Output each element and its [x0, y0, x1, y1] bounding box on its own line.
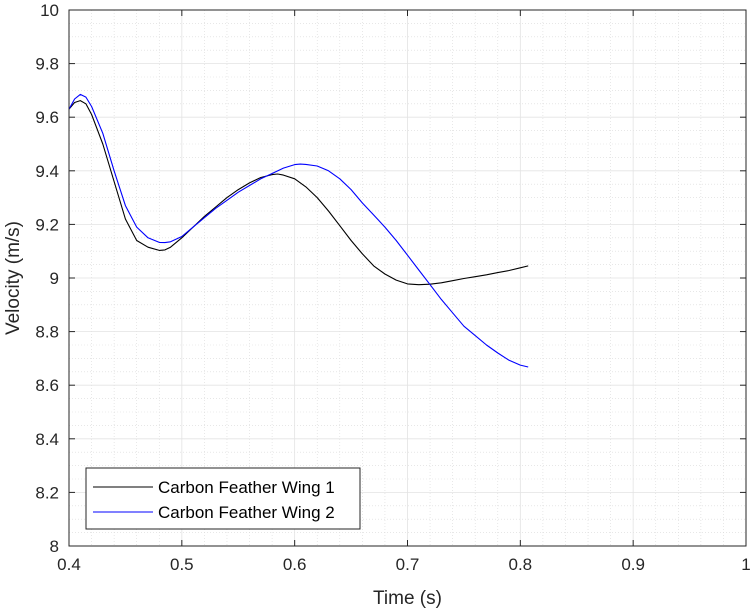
legend-label-wing-1: Carbon Feather Wing 1: [158, 478, 335, 497]
x-tick-label: 0.8: [509, 555, 533, 574]
legend-box: [85, 467, 361, 530]
x-tick-label: 1: [741, 555, 750, 574]
legend-label-wing-2: Carbon Feather Wing 2: [158, 503, 335, 522]
y-tick-label: 9.4: [35, 162, 59, 181]
y-tick-label: 8.8: [35, 323, 59, 342]
x-tick-label: 0.6: [283, 555, 307, 574]
x-tick-label: 0.5: [170, 555, 194, 574]
x-tick-label: 0.9: [621, 555, 645, 574]
series-line-wing-1: [68, 100, 529, 286]
y-tick-label: 10: [40, 1, 59, 20]
y-axis-label: Velocity (m/s): [3, 221, 24, 335]
y-tick-labels: 8 8.2 8.4 8.6 8.8 9 9.2 9.4 9.6 9.8 10: [35, 1, 59, 556]
x-axis-label: Time (s): [373, 588, 442, 609]
y-tick-label: 9.6: [35, 108, 59, 127]
tick-marks: [68, 9, 747, 547]
y-tick-label: 9.2: [35, 215, 59, 234]
x-tick-label: 0.7: [396, 555, 420, 574]
y-tick-label: 8.2: [35, 483, 59, 502]
x-tick-label: 0.4: [57, 555, 81, 574]
series-line-wing-2: [68, 93, 529, 368]
y-tick-label: 8.6: [35, 376, 59, 395]
y-tick-label: 9.8: [35, 55, 59, 74]
y-tick-label: 8: [50, 537, 59, 556]
y-tick-label: 8.4: [35, 430, 59, 449]
legend: Carbon Feather Wing 1 Carbon Feather Win…: [85, 467, 361, 530]
y-tick-label: 9: [50, 269, 59, 288]
x-tick-labels: 0.4 0.5 0.6 0.7 0.8 0.9 1: [57, 555, 751, 574]
series-layer: [68, 93, 529, 368]
